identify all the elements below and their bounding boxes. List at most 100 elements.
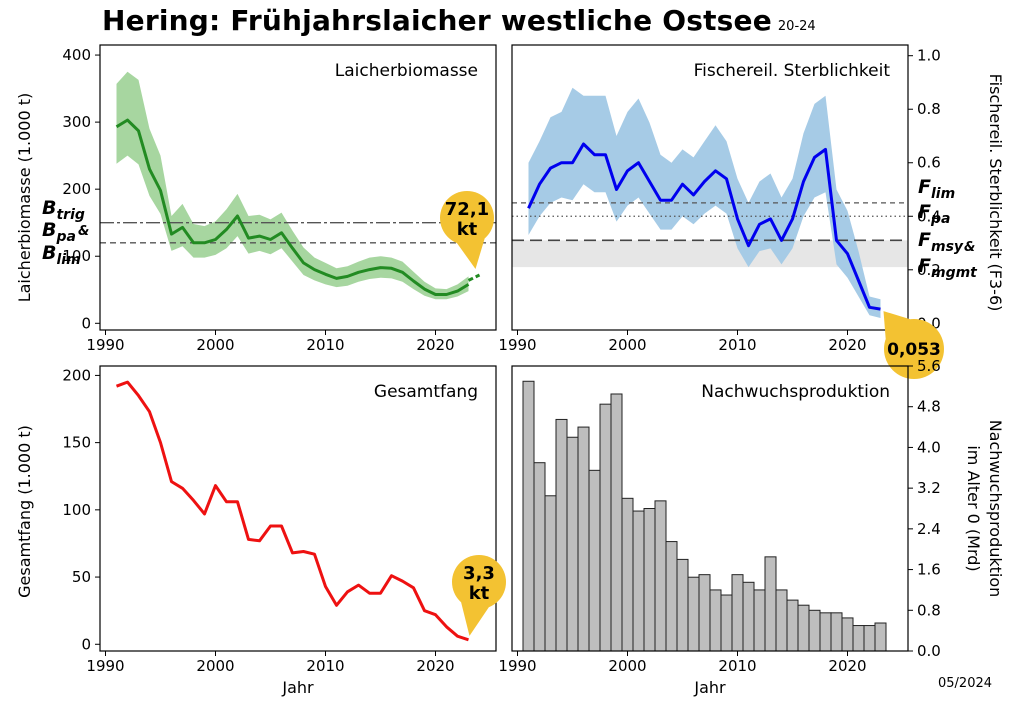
fishing-ref-label-fpa: Fpa (918, 201, 950, 227)
ref-label-subscript: lim (56, 252, 80, 268)
fishing-ref-label-flim: Flim (918, 176, 955, 202)
recruitment-panel-title: Nachwuchsproduktion (701, 382, 890, 402)
catch-callout-value: 3,3 (463, 563, 495, 584)
ref-label-letter: F (918, 229, 931, 251)
ssb-xtick-label: 2020 (416, 336, 454, 354)
ssb-series-line (115, 118, 470, 296)
fishing-ref-label-fmsy: Fmsy& (918, 229, 975, 255)
ssb-y-axis-label: Laicherbiomasse (1.000 t) (15, 93, 34, 303)
ssb-xtick-label: 1990 (86, 336, 124, 354)
recruitment-bar (764, 556, 777, 652)
recruitment-ytick-label: 1.6 (917, 561, 941, 579)
recruitment-y-axis-label-line2: im Alter 0 (Mrd) (964, 445, 983, 571)
fishing-panel-title: Fischereil. Sterblichkeit (694, 61, 891, 81)
catch-xtick-label: 2020 (416, 657, 454, 675)
fishing-y-axis-label: Fischereil. Sterblichkeit (F3-6) (986, 74, 1005, 312)
recruitment-ytick-label: 5.6 (917, 357, 941, 375)
recruitment-bar (676, 558, 689, 652)
recruitment-bar (577, 426, 590, 652)
catch-frame (99, 365, 497, 652)
recruitment-bar (665, 541, 678, 652)
catch-xtick-label: 2000 (196, 657, 234, 675)
recruitment-ytick-label: 2.4 (917, 520, 941, 538)
recruitment-y-axis-label-line1: Nachwuchsproduktion (986, 420, 1005, 598)
ref-label-letter: F (918, 176, 931, 198)
ref-label-subscript: mgmt (931, 265, 978, 281)
catch-callout-pointer (461, 602, 489, 636)
ssb-callout-circle (440, 191, 494, 245)
catch-panel-title: Gesamtfang (374, 382, 478, 402)
ref-label-letter: F (918, 201, 931, 223)
recruitment-frame (511, 365, 909, 652)
catch-xtick-label: 1990 (86, 657, 124, 675)
recruitment-bar (830, 612, 843, 652)
ssb-xtick-label: 2010 (306, 336, 344, 354)
ref-label-letter: B (42, 197, 56, 219)
ref-label-subscript: pa (55, 229, 75, 245)
ssb-callout-pointer (456, 238, 485, 270)
fishing-frame (511, 44, 909, 331)
recruitment-bar (753, 589, 766, 652)
recruitment-ytick-label: 0.0 (917, 642, 941, 660)
fishing-ytick-label: 0.8 (917, 100, 941, 118)
ref-label-subscript: pa (930, 211, 950, 227)
ref-label-subscript: lim (931, 186, 955, 202)
recruitment-bar (808, 609, 821, 652)
catch-callout-unit: kt (469, 583, 490, 604)
recruitment-bar (621, 497, 634, 652)
fishing-ref-label-fmgmt: Fmgmt (918, 255, 978, 281)
ssb-callout-value: 72,1 (445, 199, 489, 220)
ref-label-letter: F (918, 255, 931, 277)
recruitment-bar (742, 581, 755, 652)
ssb-ytick-label: 300 (62, 113, 91, 131)
recruitment-ytick-label: 0.8 (917, 601, 941, 619)
recruitment-ytick-label: 4.0 (917, 438, 941, 456)
recruitment-bar (863, 625, 876, 652)
fishing-ytick-label: 1.0 (917, 47, 941, 65)
recruitment-bar (654, 500, 667, 652)
catch-ytick-label: 200 (62, 366, 91, 384)
ref-label-subscript: trig (56, 207, 84, 223)
recruitment-xtick-label: 2020 (828, 657, 866, 675)
recruitment-bar (599, 403, 612, 652)
catch-ytick-label: 0 (81, 635, 91, 653)
ssb-ytick-label: 200 (62, 180, 91, 198)
ssb-ytick-label: 0 (81, 314, 91, 332)
recruitment-bar (555, 418, 568, 652)
recruitment-bar (632, 510, 645, 652)
ssb-forecast-line (467, 273, 481, 282)
ssb-frame (99, 44, 497, 331)
recruitment-xtick-label: 2000 (608, 657, 646, 675)
ref-label-letter: B (42, 242, 56, 264)
recruitment-bar (698, 574, 711, 652)
ref-label-amp: & (964, 240, 975, 255)
fishing-ytick-label: 0.6 (917, 154, 941, 172)
catch-series-line (115, 380, 469, 642)
fishing-xtick-label: 2000 (608, 336, 646, 354)
ssb-ref-label-btrig: Btrig (42, 197, 85, 223)
ssb-confidence-band (116, 71, 469, 300)
recruitment-bar (731, 574, 744, 652)
ssb-ref-label-bpa: Bpa & (42, 219, 89, 245)
recruitment-bar (819, 612, 832, 652)
fishing-ytick-label: 0.2 (917, 261, 941, 279)
recruitment-bar (522, 380, 535, 652)
ssb-ref-label-blim: Blim (42, 242, 81, 268)
ref-label-subscript: msy (931, 239, 964, 255)
recruitment-xtick-label: 2010 (718, 657, 756, 675)
ref-label-letter: B (42, 219, 56, 241)
recruitment-x-axis-label: Jahr (693, 678, 726, 697)
title-text: Hering: Frühjahrslaicher westliche Ostse… (102, 4, 772, 37)
catch-y-axis-label: Gesamtfang (1.000 t) (15, 425, 34, 598)
catch-ytick-label: 150 (62, 434, 91, 452)
recruitment-bar (566, 436, 579, 652)
recruitment-bar (874, 622, 887, 652)
recruitment-bar (852, 625, 865, 652)
recruitment-bar (588, 469, 601, 652)
recruitment-bar (610, 393, 623, 652)
recruitment-bar (544, 495, 557, 652)
catch-callout-circle (452, 555, 506, 609)
ssb-callout-unit: kt (457, 219, 478, 240)
recruitment-ytick-label: 3.2 (917, 479, 941, 497)
ref-label-amp: & (78, 224, 89, 239)
